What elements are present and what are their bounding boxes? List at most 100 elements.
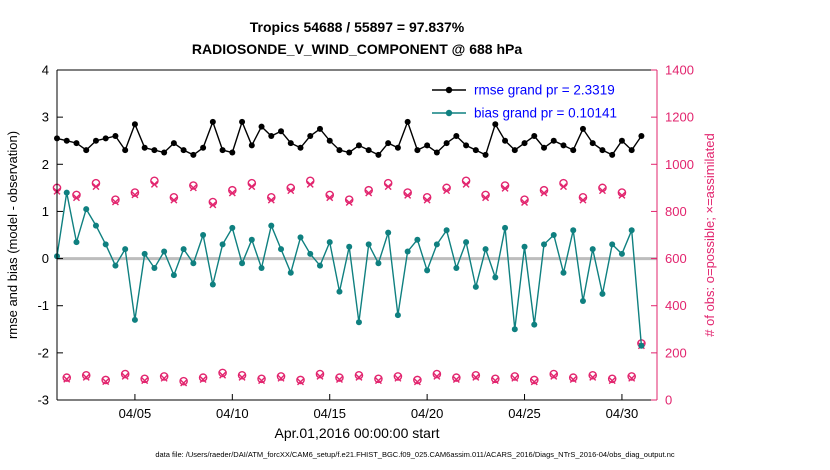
rmse-marker xyxy=(326,137,333,144)
rmse-marker xyxy=(579,125,586,132)
possible_obs-marker xyxy=(529,375,539,385)
bias-marker xyxy=(268,222,275,229)
rmse-marker xyxy=(239,118,246,125)
rmse-marker xyxy=(404,118,411,125)
rmse-marker xyxy=(414,147,421,154)
bias-marker xyxy=(404,248,411,255)
rmse-marker xyxy=(599,147,606,154)
rmse-marker xyxy=(589,140,596,147)
assimilated_obs-marker xyxy=(277,374,285,382)
rmse-marker xyxy=(268,133,275,139)
bias-marker xyxy=(63,189,70,196)
assimilated_obs-marker xyxy=(209,201,217,209)
bias-marker xyxy=(424,267,431,274)
rmse-marker xyxy=(336,147,343,154)
bias-marker xyxy=(394,312,401,319)
assimilated_obs-marker xyxy=(384,183,392,191)
possible_obs-marker xyxy=(62,373,72,382)
bias-marker xyxy=(618,250,625,257)
possible_obs-marker xyxy=(491,374,500,384)
assimilated_obs-marker xyxy=(472,373,480,381)
rmse-marker xyxy=(102,135,109,142)
possible_obs-marker xyxy=(471,370,481,380)
assimilated_obs-marker xyxy=(394,374,402,382)
assimilated_obs-marker xyxy=(443,187,451,195)
bias-marker xyxy=(258,265,265,271)
bias-marker xyxy=(278,246,285,253)
possible_obs-marker xyxy=(588,370,598,380)
rmse-marker xyxy=(502,137,509,144)
series-assimilated_obs xyxy=(53,180,645,387)
rmse-marker xyxy=(131,121,138,128)
possible_obs-marker xyxy=(130,188,140,197)
bias-marker xyxy=(307,250,314,257)
y-axis-label-right: # of obs: o=possible; ×=assimilated xyxy=(702,133,717,336)
rmse-marker xyxy=(453,133,460,139)
bias-marker xyxy=(443,227,450,234)
bias-marker xyxy=(83,206,90,213)
assimilated_obs-marker xyxy=(501,184,509,192)
possible_obs-marker xyxy=(257,374,266,384)
assimilated_obs-marker xyxy=(618,191,626,199)
y-axis-label-left: rmse and bias (model - observation) xyxy=(5,131,20,339)
y-right-tick-label: 800 xyxy=(665,204,687,219)
rmse-marker xyxy=(316,125,323,132)
bias-marker xyxy=(433,241,440,248)
assimilated_obs-marker xyxy=(569,375,577,383)
possible_obs-marker xyxy=(276,372,286,381)
assimilated_obs-marker xyxy=(589,373,597,381)
assimilated_obs-marker xyxy=(63,375,71,383)
rmse-marker xyxy=(63,137,70,144)
chart-subtitle: RADIOSONDE_V_WIND_COMPONENT @ 688 hPa xyxy=(192,41,522,57)
rmse-marker xyxy=(112,133,119,139)
possible_obs-marker xyxy=(91,178,101,188)
possible_obs-marker xyxy=(140,374,149,384)
y-right-tick-label: 400 xyxy=(665,298,687,313)
rmse-marker xyxy=(531,133,538,139)
rmse-marker xyxy=(365,147,372,154)
rmse-marker xyxy=(550,137,557,144)
assimilated_obs-marker xyxy=(238,373,246,381)
bias-marker xyxy=(219,241,226,248)
possible_obs-marker xyxy=(150,176,159,186)
assimilated_obs-marker xyxy=(491,377,499,385)
assimilated_obs-marker xyxy=(521,198,529,206)
legend-marker-sample xyxy=(445,109,453,117)
assimilated_obs-marker xyxy=(180,379,188,387)
possible_obs-marker xyxy=(607,374,617,384)
bias-marker xyxy=(297,234,304,241)
assimilated_obs-marker xyxy=(530,378,538,386)
assimilated_obs-marker xyxy=(326,194,334,202)
y-left-tick-label: 1 xyxy=(42,204,49,219)
possible_obs-marker xyxy=(189,181,198,190)
assimilated_obs-marker xyxy=(160,374,168,382)
possible_obs-marker xyxy=(510,372,520,381)
bias-marker xyxy=(385,229,392,236)
bias-marker xyxy=(346,243,353,250)
possible_obs-marker xyxy=(81,370,91,380)
rmse-marker xyxy=(141,144,148,151)
rmse-marker xyxy=(151,147,158,154)
bias-marker xyxy=(102,241,109,248)
bias-marker xyxy=(316,262,323,269)
bias-marker xyxy=(209,281,216,288)
assimilated_obs-marker xyxy=(355,373,363,381)
rmse-marker xyxy=(180,147,187,154)
assimilated_obs-marker xyxy=(423,196,431,204)
bias-marker xyxy=(355,319,362,326)
possible_obs-marker xyxy=(101,375,111,385)
bias-marker xyxy=(141,250,148,257)
bias-marker xyxy=(502,224,509,231)
rmse-marker xyxy=(618,137,625,144)
legend-label: rmse grand pr = 2.3319 xyxy=(474,83,615,98)
rmse-marker xyxy=(472,147,479,154)
axis-ticks: 04/05 04/10 04/15 04/20 04/25 04/30 -3 -2 -1 0 1 2 3… xyxy=(37,63,693,422)
bias-marker xyxy=(151,265,158,271)
x-tick-label: 04/15 xyxy=(313,406,346,421)
assimilated_obs-marker xyxy=(287,187,295,195)
rmse-marker xyxy=(209,118,216,125)
rmse-marker xyxy=(258,123,265,130)
bias-marker xyxy=(180,246,187,253)
bias-marker xyxy=(336,288,343,295)
